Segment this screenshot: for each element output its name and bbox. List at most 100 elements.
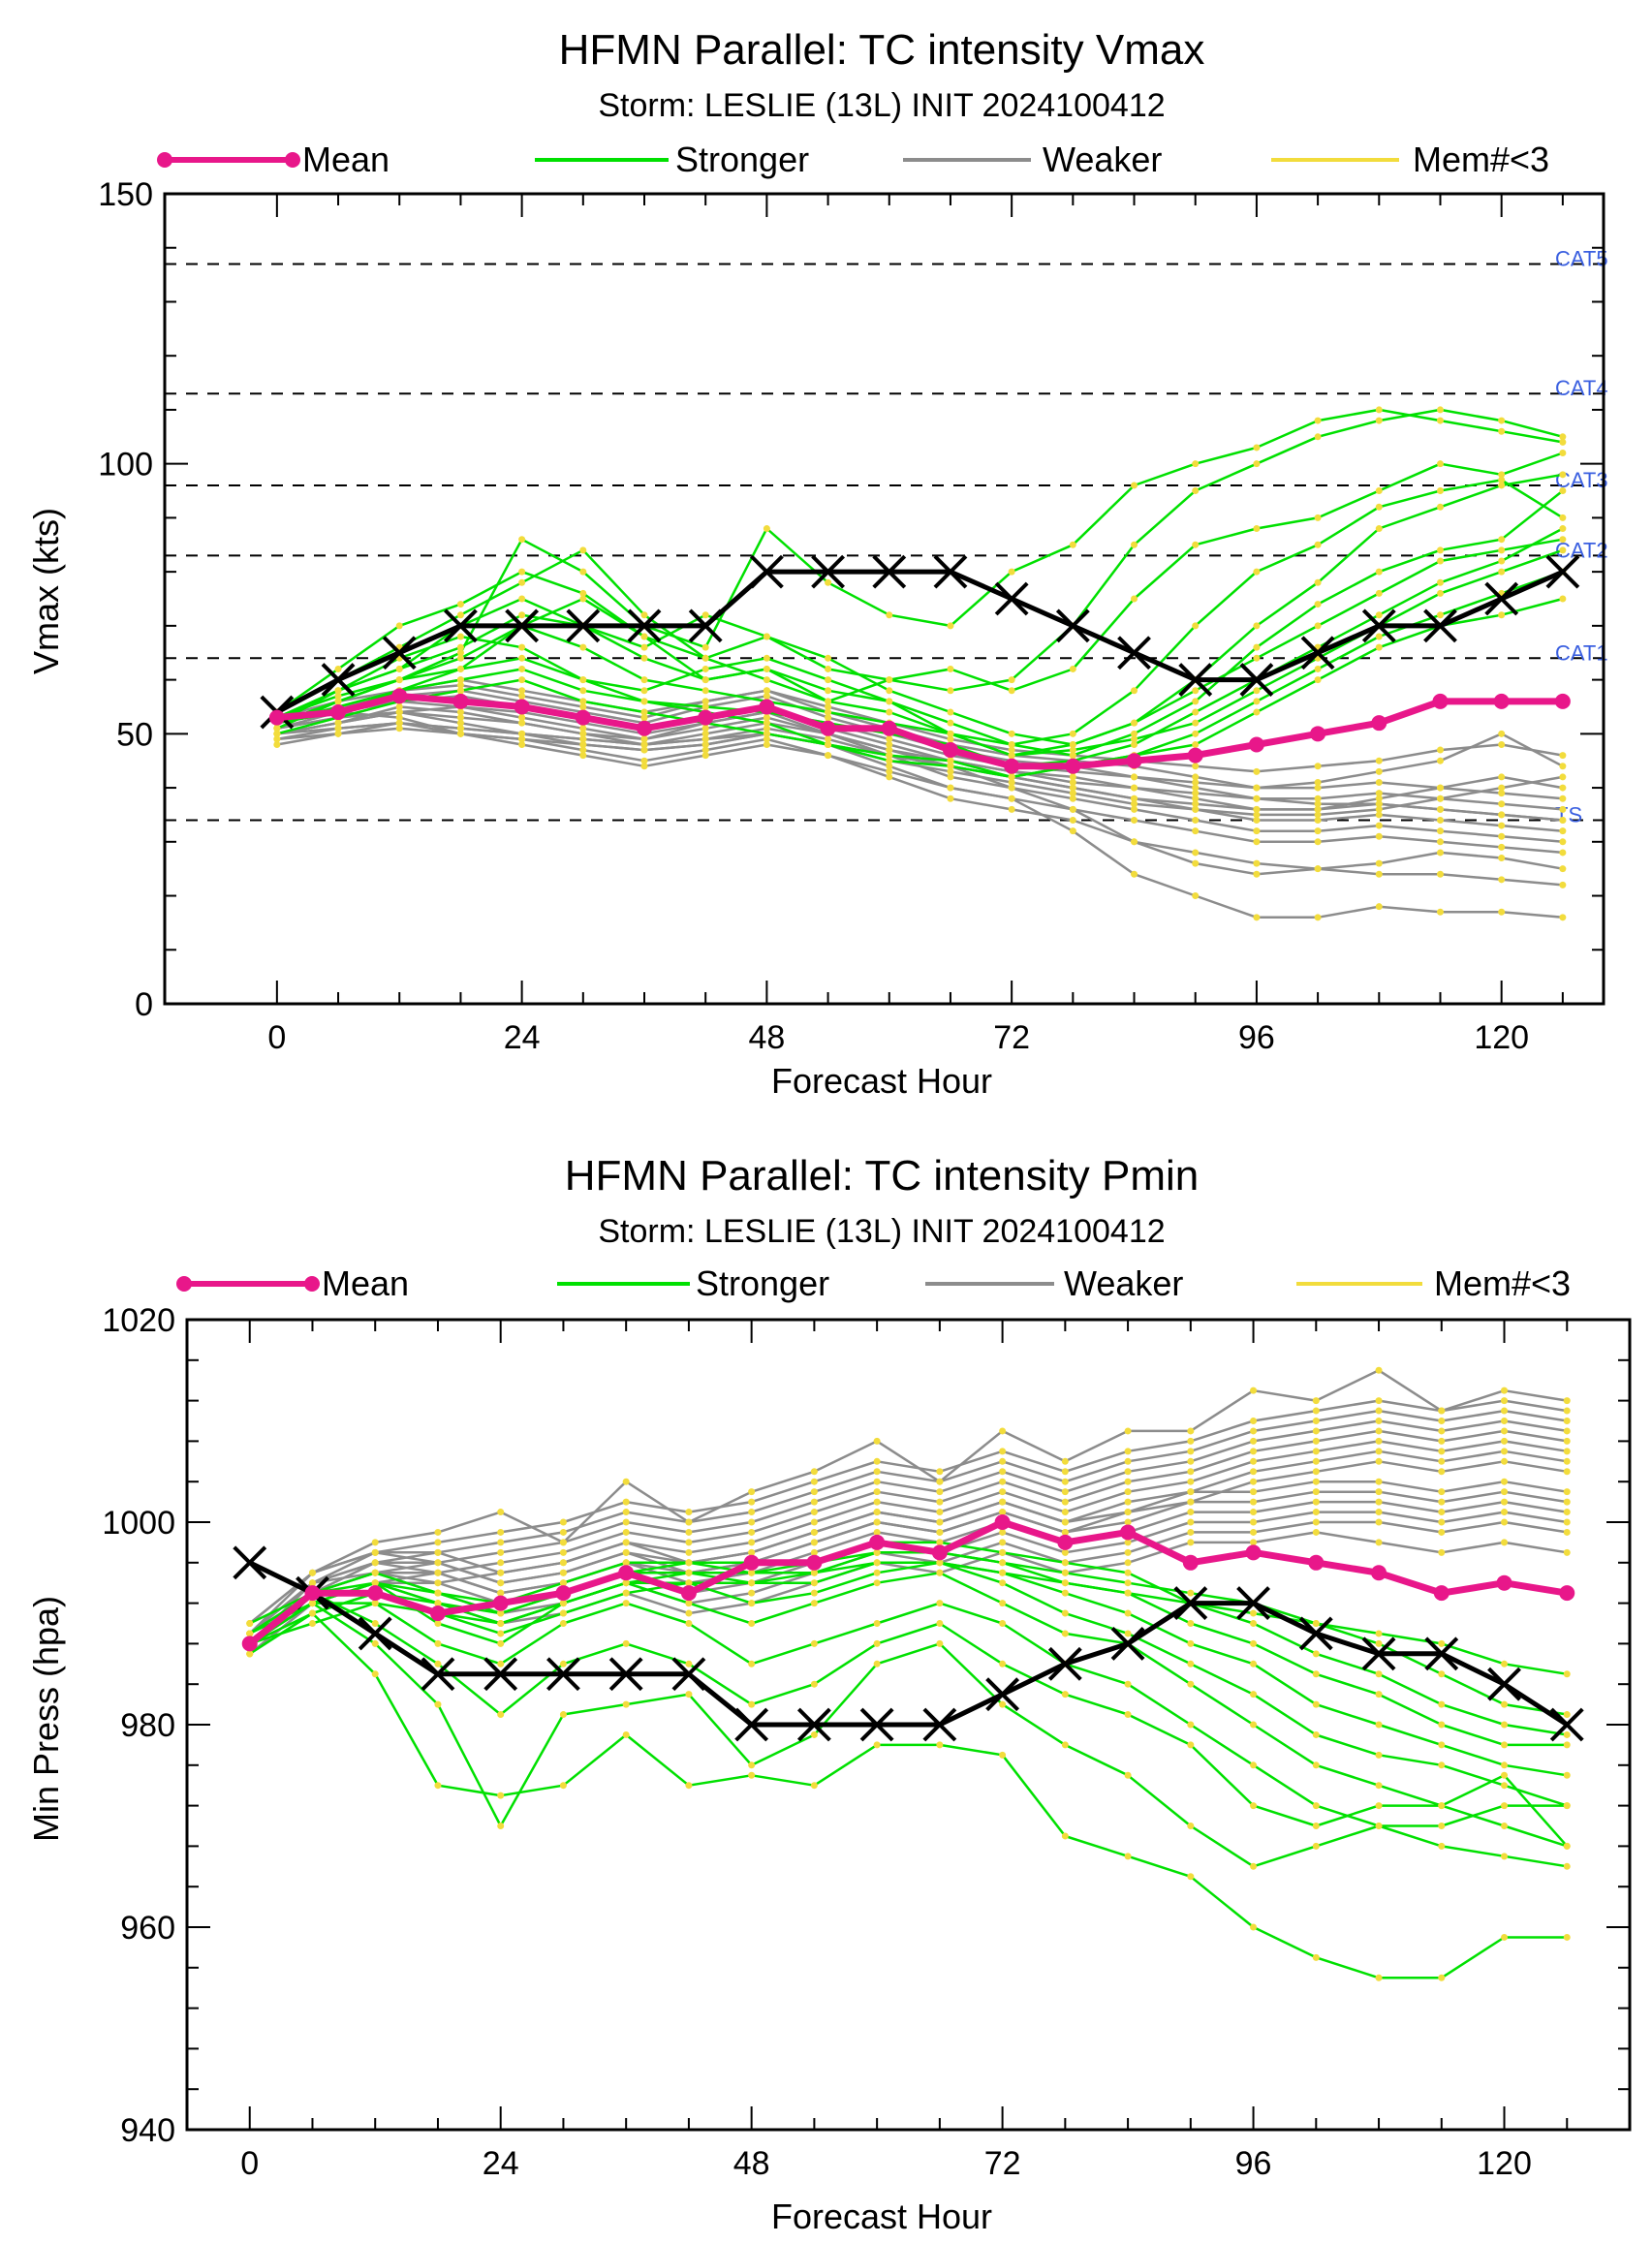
pmin-mean-point [680,1585,697,1602]
pmin-member-point [497,1569,505,1576]
pmin-member-point [308,1569,316,1576]
x-marker-stroke [1423,608,1457,643]
vmax-member-point [1436,487,1444,495]
vmax-member-point [1069,752,1076,760]
vmax-member-point [579,746,587,754]
vmax-member-point [1314,865,1322,873]
vmax-reference-point [1484,581,1519,616]
pmin-member-point [936,1539,944,1546]
pmin-member-point [622,1600,630,1607]
pmin-member-point [1124,1579,1132,1587]
vmax-member-point [1253,444,1261,452]
vmax-member-point [1375,568,1383,576]
vmax-member-point [1436,746,1444,754]
vmax-chart-subtitle: Storm: LESLIE (13L) INIT 2024100412 [598,87,1165,124]
vmax-y-tick-label: 50 [116,716,153,753]
pmin-member-point [308,1579,316,1587]
vmax-member-point [1559,805,1567,813]
vmax-member-point [825,698,832,705]
pmin-member-point [1375,1639,1383,1647]
vmax-mean-point [942,742,958,759]
vmax-member-point [1131,870,1138,878]
x-marker-stroke [749,554,784,589]
vmax-member-point [701,725,709,732]
vmax-weaker-member-line [276,710,1564,822]
vmax-member-point [701,730,709,737]
vmax-member-point [1008,746,1015,754]
vmax-member-point [947,730,954,737]
vmax-member-point [334,687,342,695]
pmin-member-point [559,1539,567,1546]
vmax-member-point [886,676,893,684]
vmax-member-point [825,654,832,662]
pmin-member-point [810,1680,818,1688]
x-marker-stroke [1055,608,1090,643]
vmax-member-point [579,676,587,684]
pmin-member-point [999,1448,1007,1455]
pmin-member-point [559,1559,567,1567]
pmin-reference-point [1236,1586,1270,1621]
pmin-member-point [1375,1509,1383,1516]
pmin-member-point [1501,1509,1509,1516]
vmax-member-point [1192,800,1200,808]
vmax-member-point [763,740,770,748]
pmin-member-point [1375,1478,1383,1485]
pmin-member-point [999,1600,1007,1607]
pmin-member-point [1501,1660,1509,1667]
pmin-member-point [685,1548,693,1556]
vmax-member-point [1375,633,1383,640]
vmax-member-point [1131,482,1138,489]
vmax-member-point [1375,903,1383,911]
x-marker-stroke [546,1657,580,1692]
pmin-member-point [748,1700,756,1708]
pmin-member-point [685,1518,693,1526]
pmin-member-point [1187,1468,1195,1476]
vmax-member-point [273,730,281,737]
vmax-member-point [1253,827,1261,835]
pmin-member-point [1312,1407,1320,1415]
pmin-member-point [1438,1418,1446,1424]
vmax-member-point [456,676,464,684]
pmin-member-point [1187,1448,1195,1455]
vmax-member-point [886,767,893,775]
pmin-member-point [873,1741,881,1749]
vmax-reference-line [275,569,1564,715]
pmin-member-point [308,1600,316,1607]
vmax-member-point [947,665,954,672]
pmin-member-point [1501,1823,1509,1829]
legend-mean-marker [304,1276,320,1292]
vmax-reference-point [872,554,907,589]
vmax-member-point [334,719,342,727]
vmax-member-point [701,687,709,695]
vmax-member-point [1253,698,1261,705]
pmin-member-point [1312,1427,1320,1435]
vmax-member-point [395,719,403,727]
pmin-member-point [1250,1609,1258,1617]
pmin-member-point [559,1660,567,1667]
pmin-member-point [685,1600,693,1607]
pmin-member-point [1312,1730,1320,1738]
pmin-member-point [748,1761,756,1769]
pmin-member-point [434,1569,442,1576]
vmax-member-point [1498,832,1506,840]
pmin-member-point [1563,1509,1571,1516]
pmin-member-point [999,1559,1007,1567]
x-marker-stroke [688,608,723,643]
vmax-member-point [886,746,893,754]
x-marker-stroke [382,636,417,670]
x-marker-stroke [608,1657,643,1692]
pmin-member-point [497,1620,505,1627]
vmax-member-point [640,611,648,619]
vmax-member-point [1192,827,1200,835]
pmin-member-point [1501,1478,1509,1485]
pmin-member-point [1438,1670,1446,1678]
pmin-member-point [936,1509,944,1516]
vmax-member-point [886,687,893,695]
vmax-stronger-member-line [276,408,1564,719]
vmax-member-point [1436,870,1444,878]
legend-mean-label: Mean [302,140,390,179]
pmin-stronger-member-line [249,1611,1568,1979]
pmin-member-point [371,1670,379,1678]
vmax-member-point [1253,914,1261,921]
pmin-member-point [434,1782,442,1790]
